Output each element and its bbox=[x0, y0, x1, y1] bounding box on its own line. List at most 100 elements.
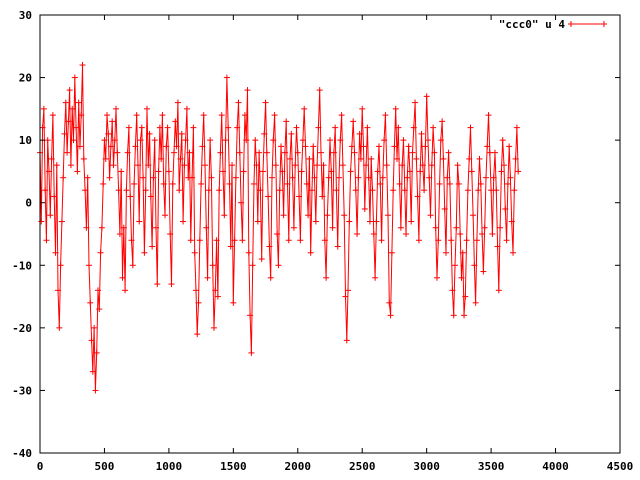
data-point-marker bbox=[437, 137, 444, 144]
data-point-marker bbox=[470, 212, 477, 219]
data-point-marker bbox=[149, 243, 156, 250]
data-point-marker bbox=[365, 174, 372, 181]
data-point-marker bbox=[359, 105, 366, 112]
data-point-marker bbox=[71, 74, 78, 81]
data-point-marker bbox=[303, 180, 310, 187]
data-point-marker bbox=[453, 224, 460, 231]
data-point-marker bbox=[229, 162, 236, 169]
data-point-marker bbox=[209, 262, 216, 269]
data-point-marker bbox=[65, 118, 72, 125]
data-point-marker bbox=[204, 274, 211, 281]
data-point-marker bbox=[512, 155, 519, 162]
data-point-marker bbox=[279, 168, 286, 175]
data-point-marker bbox=[271, 112, 278, 119]
data-point-marker bbox=[396, 180, 403, 187]
data-point-marker bbox=[391, 143, 398, 150]
data-point-marker bbox=[212, 287, 219, 294]
data-point-marker bbox=[235, 99, 242, 106]
data-point-marker bbox=[302, 143, 309, 150]
data-point-marker bbox=[47, 212, 54, 219]
data-point-marker bbox=[192, 287, 199, 294]
data-point-marker bbox=[137, 137, 144, 144]
x-tick-label: 1000 bbox=[156, 460, 183, 473]
data-point-marker bbox=[158, 155, 165, 162]
y-tick-label: -40 bbox=[12, 447, 32, 460]
data-point-marker bbox=[42, 187, 49, 194]
data-point-marker bbox=[119, 274, 126, 281]
data-point-marker bbox=[410, 124, 417, 131]
data-point-marker bbox=[395, 124, 402, 131]
data-point-marker bbox=[253, 162, 260, 169]
data-point-marker bbox=[283, 118, 290, 125]
data-point-marker bbox=[114, 149, 121, 156]
data-point-marker bbox=[513, 124, 520, 131]
data-point-marker bbox=[181, 162, 188, 169]
data-point-marker bbox=[263, 149, 270, 156]
data-point-marker bbox=[172, 118, 179, 125]
data-point-marker bbox=[336, 174, 343, 181]
data-point-marker bbox=[186, 149, 193, 156]
data-point-marker bbox=[427, 212, 434, 219]
data-point-marker bbox=[275, 262, 282, 269]
data-point-marker bbox=[351, 149, 358, 156]
data-point-marker bbox=[459, 249, 466, 256]
data-point-marker bbox=[317, 149, 324, 156]
data-point-marker bbox=[347, 168, 354, 175]
data-point-marker bbox=[221, 212, 228, 219]
axes-layer: 0 500 1000 1500 2000 2500 3000 3500 4000 4500 -40 -… bbox=[12, 9, 633, 473]
data-point-marker bbox=[122, 287, 129, 294]
data-point-marker bbox=[377, 180, 384, 187]
data-point-marker bbox=[75, 99, 82, 106]
data-point-marker bbox=[143, 105, 150, 112]
data-point-marker bbox=[333, 187, 340, 194]
y-tick-label: -20 bbox=[12, 322, 32, 335]
data-point-marker bbox=[182, 137, 189, 144]
data-point-marker bbox=[298, 168, 305, 175]
data-point-marker bbox=[337, 137, 344, 144]
data-point-marker bbox=[310, 143, 317, 150]
data-point-marker bbox=[200, 112, 207, 119]
data-point-marker bbox=[477, 180, 484, 187]
data-point-marker bbox=[426, 174, 433, 181]
data-point-marker bbox=[315, 124, 322, 131]
data-point-marker bbox=[160, 180, 167, 187]
data-point-marker bbox=[208, 174, 215, 181]
data-point-marker bbox=[361, 205, 368, 212]
data-point-marker bbox=[150, 174, 157, 181]
data-point-marker bbox=[244, 87, 251, 94]
data-point-marker bbox=[323, 274, 330, 281]
data-point-marker bbox=[452, 262, 459, 269]
data-point-marker bbox=[332, 124, 339, 131]
data-point-marker bbox=[199, 143, 206, 150]
data-point-marker bbox=[316, 87, 323, 94]
data-point-marker bbox=[472, 299, 479, 306]
data-point-marker bbox=[314, 162, 321, 169]
data-point-marker bbox=[400, 137, 407, 144]
data-point-marker bbox=[305, 212, 312, 219]
data-point-marker bbox=[489, 231, 496, 237]
data-point-marker bbox=[446, 180, 453, 187]
legend-label: "ccc0" u 4 bbox=[499, 18, 566, 31]
data-point-marker bbox=[357, 155, 364, 162]
x-tick-label: 4500 bbox=[607, 460, 634, 473]
data-point-marker bbox=[177, 155, 184, 162]
data-point-marker bbox=[471, 262, 478, 269]
data-point-marker bbox=[259, 168, 266, 175]
data-point-marker bbox=[372, 274, 379, 281]
data-point-marker bbox=[79, 62, 86, 69]
data-point-marker bbox=[448, 237, 455, 244]
data-point-marker bbox=[120, 224, 127, 231]
data-point-marker bbox=[493, 187, 500, 194]
data-point-marker bbox=[293, 124, 300, 131]
data-point-marker bbox=[346, 218, 353, 225]
y-tick-label: 10 bbox=[19, 134, 32, 147]
data-point-marker bbox=[394, 155, 401, 162]
data-point-marker bbox=[435, 237, 442, 244]
data-point-marker bbox=[133, 112, 140, 119]
data-point-marker bbox=[115, 187, 122, 194]
data-point-marker bbox=[375, 143, 382, 150]
data-point-marker bbox=[138, 124, 145, 131]
data-point-marker bbox=[225, 124, 232, 131]
data-point-marker bbox=[220, 168, 227, 175]
